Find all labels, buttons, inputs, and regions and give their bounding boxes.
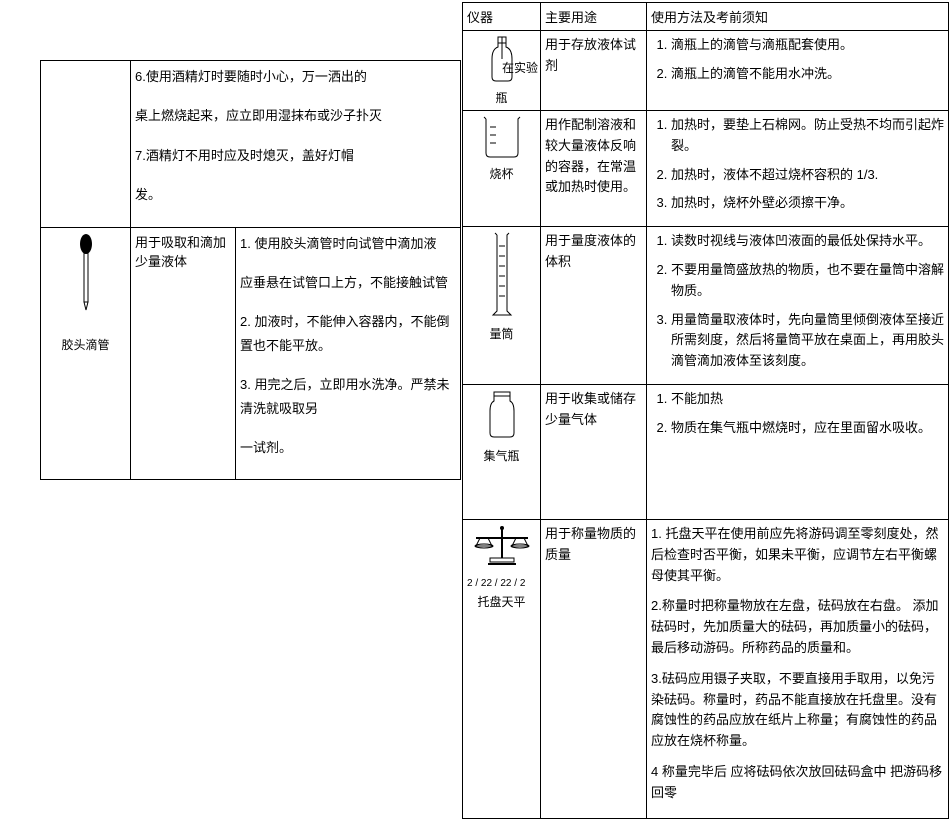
left-r1-p4: 发。 (135, 183, 456, 206)
balance-icon (470, 524, 534, 568)
dropper-cell: 胶头滴管 (41, 227, 131, 480)
cylinder-icon (487, 231, 517, 321)
use-cell: 用于存放液体试剂 (541, 31, 647, 111)
table-row: 烧杯用作配制溶液和较大量液体反响的容器，在常温或加热时使用。加热时，要垫上石棉网… (463, 111, 949, 227)
table-row: 量筒用于量度液体的体积读数时视线与液体凹液面的最低处保持水平。不要用量筒盛放热的… (463, 227, 949, 385)
instrument-label: 托盘天平 (467, 593, 536, 610)
method-cell: 不能加热物质在集气瓶中燃烧时，应在里面留水吸收。 (647, 384, 949, 519)
left-r1-p1: 6.使用酒精灯时要随时小心，万一洒出的 (135, 65, 456, 88)
left-r1-p2: 桌上燃烧起来，应立即用湿抹布或沙子扑灭 (135, 104, 456, 127)
use-cell: 用于收集或储存少量气体 (541, 384, 647, 519)
method-cell: 1. 托盘天平在使用前应先将游码调至零刻度处，然后检查时否平衡，如果未平衡，应调… (647, 519, 949, 818)
method-cell: 加热时，要垫上石棉网。防止受热不均而引起炸裂。加热时，液体不超过烧杯容积的 1/… (647, 111, 949, 227)
hdr-method: 使用方法及考前须知 (647, 3, 949, 31)
use-cell: 用作配制溶液和较大量液体反响的容器，在常温或加热时使用。 (541, 111, 647, 227)
instrument-cell: 集气瓶 (463, 384, 541, 519)
use-cell: 用于量度液体的体积 (541, 227, 647, 385)
use-cell: 用于称量物质的质量 (541, 519, 647, 818)
hdr-instrument: 仪器 (463, 3, 541, 31)
instrument-label: 量筒 (467, 325, 536, 342)
instrument-label: 瓶 (467, 89, 536, 106)
table-row: 在实验瓶用于存放液体试剂滴瓶上的滴管与滴瓶配套使用。滴瓶上的滴管不能用水冲洗。 (463, 31, 949, 111)
right-table: 仪器 主要用途 使用方法及考前须知 在实验瓶用于存放液体试剂滴瓶上的滴管与滴瓶配… (462, 2, 949, 819)
instrument-cell: 2 / 22 / 22 / 2 托盘天平 (463, 519, 541, 818)
instrument-label: 烧杯 (467, 165, 536, 182)
method-cell: 读数时视线与液体凹液面的最低处保持水平。不要用量筒盛放热的物质，也不要在量筒中溶… (647, 227, 949, 385)
gas-bottle-icon (482, 389, 522, 443)
instrument-cell: 量筒 (463, 227, 541, 385)
instrument-cell: 烧杯 (463, 111, 541, 227)
beaker-icon (480, 115, 524, 161)
dropper-desc: 1. 使用胶头滴管时向试管中滴加液 应垂悬在试管口上方，不能接触试管 2. 加液… (236, 227, 461, 480)
dropper-use: 用于吸取和滴加少量液体 (131, 227, 236, 480)
method-cell: 滴瓶上的滴管与滴瓶配套使用。滴瓶上的滴管不能用水冲洗。 (647, 31, 949, 111)
left-r1-p3: 7.酒精灯不用时应及时熄灭，盖好灯帽 (135, 144, 456, 167)
hdr-use: 主要用途 (541, 3, 647, 31)
dropper-icon (66, 232, 106, 332)
dropper-label: 胶头滴管 (45, 336, 126, 353)
instrument-cell: 在实验瓶 (463, 31, 541, 111)
instrument-label: 集气瓶 (467, 447, 536, 464)
page-number: 2 / 22 / 22 / 2 (467, 578, 536, 589)
table-row: 集气瓶用于收集或储存少量气体不能加热物质在集气瓶中燃烧时，应在里面留水吸收。 (463, 384, 949, 519)
table-row: 2 / 22 / 22 / 2 托盘天平用于称量物质的质量1. 托盘天平在使用前应… (463, 519, 949, 818)
left-table: 6.使用酒精灯时要随时小心，万一洒出的 桌上燃烧起来，应立即用湿抹布或沙子扑灭 … (40, 60, 461, 480)
